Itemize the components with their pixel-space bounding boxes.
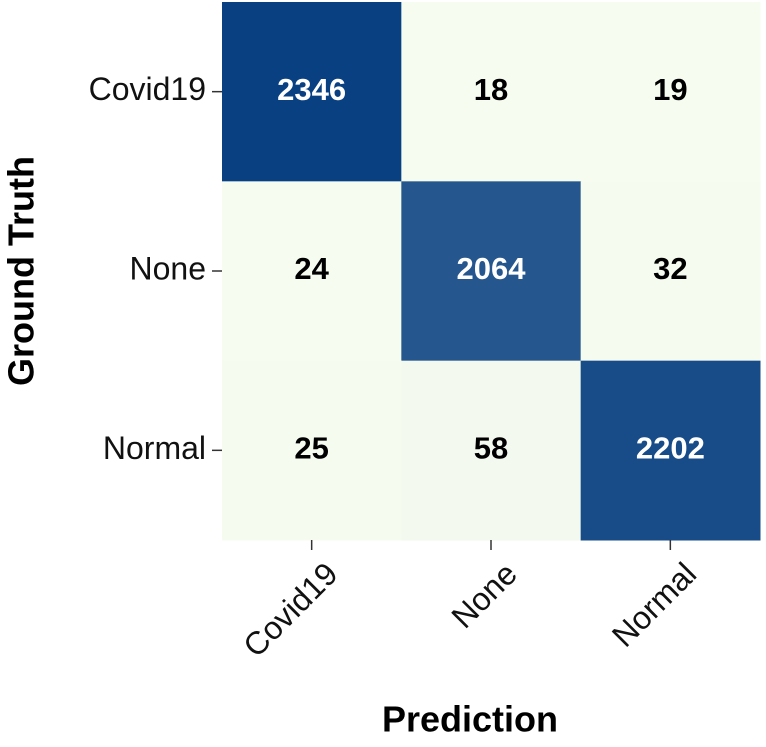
cell-label: 2202 [636,431,705,466]
cell [222,2,402,182]
cell-label: 18 [474,72,508,107]
cell-label: 19 [653,72,687,107]
y-axis-title: Ground Truth [1,156,42,386]
cell [580,181,761,362]
cell [580,360,761,541]
cell [580,2,761,182]
cell-label: 58 [474,431,508,466]
cell-label: 2064 [457,251,527,286]
cell [401,360,582,541]
cell [401,181,582,362]
cell [222,360,402,541]
cell [401,2,582,182]
cell-label: 2346 [277,72,346,107]
y-tick-label: None [130,250,207,286]
x-axis-title: Prediction [382,699,558,740]
y-tick-label: Covid19 [89,71,206,107]
x-tick-label: Covid19 [236,555,344,663]
cell [222,181,402,362]
cell-label: 24 [294,251,329,286]
y-tick-label: Normal [103,430,206,466]
cell-label: 32 [653,251,687,286]
cell-label: 25 [294,431,328,466]
x-tick-label: Normal [605,555,703,653]
x-tick-label: None [444,555,524,635]
